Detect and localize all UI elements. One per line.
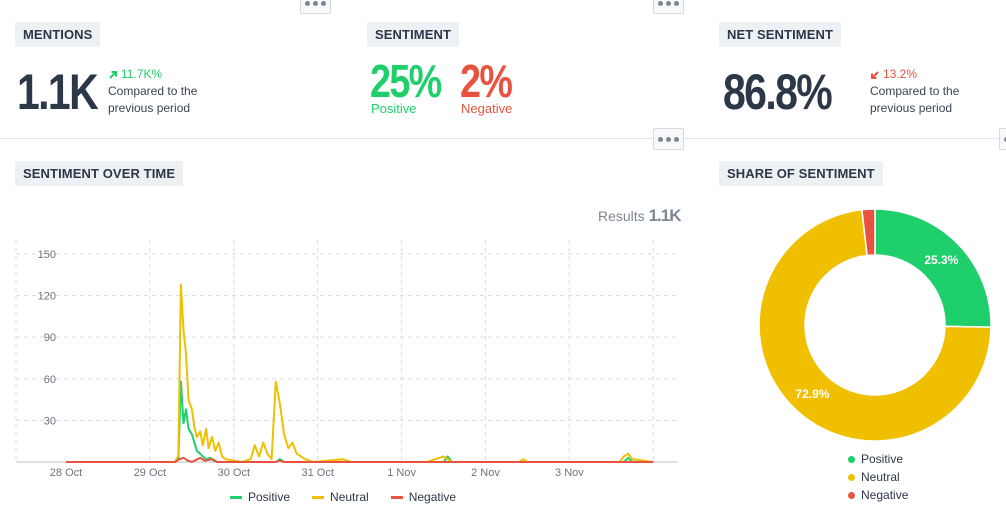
- dot-icon: [674, 0, 679, 6]
- net-sentiment-compare-line1: Compared to the: [870, 84, 960, 98]
- mentions-value: 1.1K: [17, 64, 99, 120]
- donut-legend-item-negative[interactable]: Negative: [848, 486, 908, 504]
- x-tick-label: 3 Nov: [555, 467, 584, 479]
- donut-value-label: 25.3%: [924, 253, 958, 267]
- mentions-compare-line1: Compared to the: [108, 84, 198, 98]
- donut-legend-label-neutral: Neutral: [861, 470, 900, 484]
- sentiment-line-chart: 30 60 90 120 150 28 Oct 29 Oct 30 Oct 31 Oct 1 No…: [15, 240, 678, 479]
- net-sentiment-compare-line2: previous period: [870, 101, 953, 115]
- donut-legend-item-positive[interactable]: Positive: [848, 450, 908, 468]
- x-tick-label: 29 Oct: [134, 467, 166, 479]
- dot-icon: [305, 0, 310, 6]
- x-tick-label: 1 Nov: [387, 467, 416, 479]
- net-sentiment-delta: 13.2%: [870, 66, 959, 83]
- sentiment-negative-value: 2%: [460, 55, 513, 107]
- donut-legend-item-neutral[interactable]: Neutral: [848, 468, 908, 486]
- dot-icon: [321, 0, 326, 6]
- net-sentiment-delta-value: 13.2%: [883, 67, 918, 81]
- y-tick-label: 90: [44, 332, 56, 344]
- arrow-up-right-icon: [109, 70, 117, 79]
- x-tick-label: 31 Oct: [301, 467, 333, 479]
- donut-value-label: 72.9%: [795, 387, 829, 401]
- y-tick-label: 60: [44, 374, 56, 386]
- net-sentiment-title: NET SENTIMENT: [719, 22, 842, 47]
- dot-icon: [658, 136, 663, 142]
- legend-item-positive[interactable]: Positive: [230, 490, 290, 504]
- sentiment-over-time-title: SENTIMENT OVER TIME: [15, 161, 184, 186]
- share-donut-chart: 25.3% 72.9%: [758, 208, 992, 442]
- net-sentiment-value: 86.8%: [723, 64, 833, 120]
- results-summary: Results 1.1K: [598, 206, 681, 226]
- net-sentiment-compare: 13.2% Compared to the previous period: [870, 66, 959, 117]
- mentions-title: MENTIONS: [15, 22, 101, 47]
- mentions-compare: 11.7K% Compared to the previous period: [108, 66, 197, 117]
- y-tick-label: 150: [38, 249, 56, 261]
- legend-label-positive: Positive: [248, 490, 291, 504]
- donut-legend-label-positive: Positive: [861, 452, 904, 466]
- donut-slice-negative[interactable]: [861, 208, 876, 257]
- legend-swatch-neutral: [312, 495, 325, 499]
- dot-icon: [1004, 136, 1006, 142]
- share-more-button[interactable]: [999, 128, 1006, 150]
- dot-icon: [658, 0, 663, 6]
- donut-legend-dot-positive: [848, 455, 855, 463]
- legend-item-negative[interactable]: Negative: [390, 490, 457, 504]
- mentions-delta: 11.7K%: [108, 66, 197, 83]
- legend-label-neutral: Neutral: [330, 490, 369, 504]
- section-divider: [0, 138, 1006, 139]
- dot-icon: [666, 0, 671, 6]
- donut-slice-positive[interactable]: [874, 208, 992, 328]
- mentions-compare-line2: previous period: [108, 101, 191, 115]
- legend-label-negative: Negative: [408, 490, 457, 504]
- dot-icon: [674, 136, 679, 142]
- mentions-more-button[interactable]: [300, 0, 331, 14]
- line-chart-legend: Positive Neutral Negative: [230, 490, 456, 504]
- results-value: 1.1K: [648, 206, 682, 225]
- donut-slice-neutral[interactable]: [758, 208, 992, 442]
- donut-legend: Positive Neutral Negative: [848, 450, 908, 504]
- x-tick-label: 2 Nov: [471, 467, 500, 479]
- donut-legend-dot-negative: [848, 491, 855, 499]
- donut-legend-label-negative: Negative: [861, 488, 909, 502]
- y-tick-label: 30: [44, 415, 56, 427]
- sentiment-title: SENTIMENT: [367, 22, 460, 47]
- series-line-positive: [66, 380, 654, 463]
- dot-icon: [666, 136, 671, 142]
- chart-more-button[interactable]: [653, 128, 684, 150]
- donut-legend-dot-neutral: [848, 473, 855, 481]
- legend-item-neutral[interactable]: Neutral: [312, 490, 369, 504]
- share-of-sentiment-title: SHARE OF SENTIMENT: [719, 161, 883, 186]
- legend-swatch-negative: [390, 495, 403, 499]
- x-tick-label: 30 Oct: [218, 467, 250, 479]
- dot-icon: [313, 0, 318, 6]
- sentiment-positive-value: 25%: [370, 55, 442, 107]
- series-line-neutral: [66, 283, 654, 463]
- mentions-delta-value: 11.7K%: [121, 67, 163, 81]
- legend-swatch-positive: [230, 495, 242, 499]
- x-tick-label: 28 Oct: [50, 467, 82, 479]
- y-tick-label: 120: [38, 291, 56, 303]
- sentiment-negative-label: Negative: [461, 101, 513, 116]
- sentiment-positive-label: Positive: [371, 101, 417, 116]
- arrow-down-left-icon: [871, 70, 879, 79]
- series-line-negative: [66, 456, 654, 463]
- sentiment-more-button[interactable]: [653, 0, 684, 14]
- results-label: Results: [598, 208, 645, 224]
